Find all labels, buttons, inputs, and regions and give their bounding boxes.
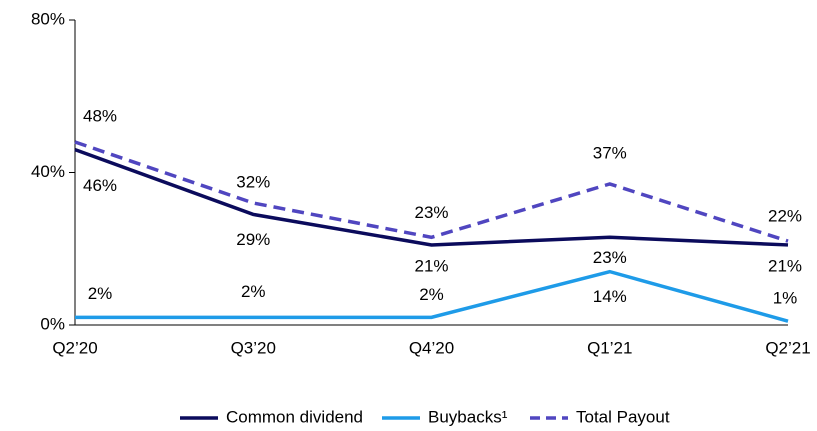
y-tick-label: 0% [40, 314, 65, 333]
data-label: 2% [88, 284, 113, 303]
data-label: 2% [419, 285, 444, 304]
x-tick-label: Q3’20 [231, 338, 276, 357]
data-label: 48% [83, 106, 117, 125]
series-line [74, 140, 789, 243]
data-label: 22% [768, 207, 802, 226]
legend-label: Buybacks¹ [428, 407, 508, 426]
data-label: 23% [593, 248, 627, 267]
data-label: 23% [414, 203, 448, 222]
legend-label: Common dividend [226, 407, 363, 426]
data-label: 37% [593, 143, 627, 162]
x-tick-label: Q2’21 [765, 338, 810, 357]
data-label: 32% [236, 172, 270, 191]
y-tick-label: 40% [31, 162, 65, 181]
data-label: 2% [241, 282, 266, 301]
data-label: 46% [83, 176, 117, 195]
data-label: 29% [236, 230, 270, 249]
series-line [74, 147, 789, 247]
legend-label: Total Payout [576, 407, 670, 426]
y-tick-label: 80% [31, 9, 65, 28]
x-tick-label: Q2’20 [52, 338, 97, 357]
data-label: 1% [773, 289, 798, 308]
data-label: 21% [768, 256, 802, 275]
x-tick-label: Q4’20 [409, 338, 454, 357]
series-line [75, 269, 789, 323]
data-label: 21% [414, 256, 448, 275]
x-tick-label: Q1’21 [587, 338, 632, 357]
data-label: 14% [593, 287, 627, 306]
